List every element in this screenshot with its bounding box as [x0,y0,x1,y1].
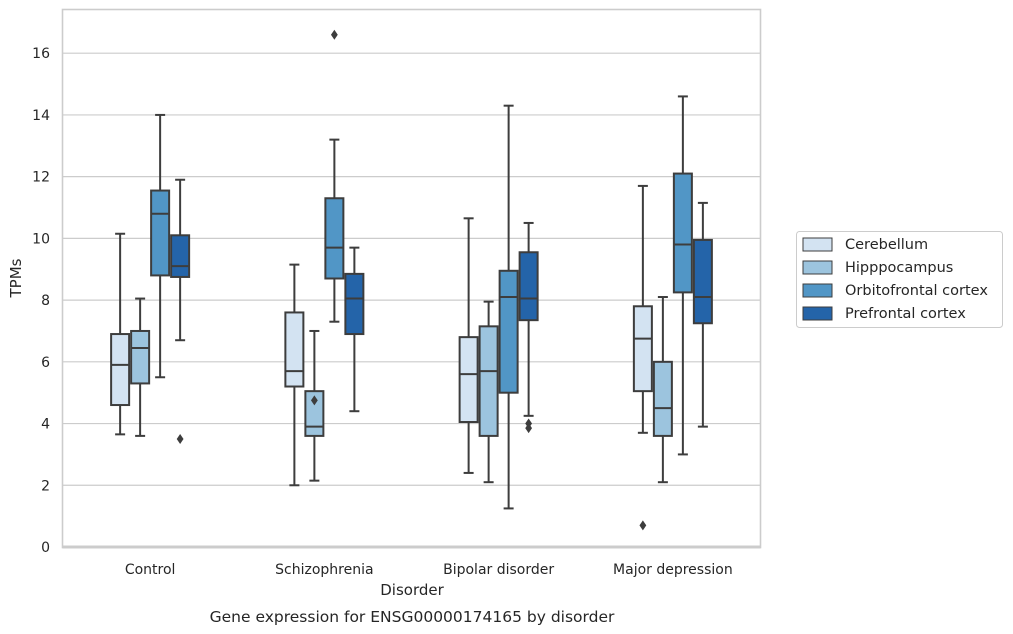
outlier-point [330,29,338,40]
y-tick-label: 12 [32,170,50,186]
box-group [344,246,365,413]
box [324,197,345,280]
x-tick-label: Bipolar disorder [443,562,554,578]
y-tick-label: 16 [32,46,50,62]
x-tick-label: Major depression [613,562,733,578]
box [498,269,519,394]
box [692,238,713,325]
y-tick-label: 10 [32,231,50,247]
y-tick-labels: 0 2 4 6 8 10 12 14 16 [32,46,50,556]
legend-label: Prefrontal cortex [845,306,966,322]
x-axis-title: Disorder [380,581,444,599]
y-tick-label: 4 [41,417,50,433]
box [344,272,365,336]
box [458,336,479,424]
box-group [150,113,171,379]
box [284,311,305,388]
box [304,390,325,437]
legend-label: Orbitofrontal cortex [845,283,988,299]
legend-swatch [802,283,833,298]
legend: Cerebellum Hipppocampus Orbitofrontal cort… [796,231,1003,328]
box-group [170,178,191,444]
outlier-point [176,433,184,444]
box-group [632,184,653,531]
box-group [110,232,131,436]
box-group [692,201,713,428]
legend-swatch [802,237,833,252]
box-group [652,296,673,484]
box-group [458,217,479,474]
box [150,189,171,277]
legend-frame [796,231,1003,328]
chart-caption: Gene expression for ENSG00000174165 by d… [210,608,615,626]
box-group [672,95,693,456]
outlier-point [525,423,533,434]
y-axis-title: TPMs [7,258,25,298]
legend-label: Cerebellum [845,237,928,253]
x-tick-label: Schizophrenia [275,562,373,578]
legend-label: Hipppocampus [845,260,953,276]
y-tick-label: 6 [41,355,50,371]
y-tick-label: 8 [41,293,50,309]
box-group [130,297,151,437]
x-tick-label: Control [125,562,176,578]
box-group [324,29,345,323]
x-tick-labels: Control Schizophrenia Bipolar disorder Majo… [125,562,733,578]
y-tick-label: 2 [41,478,50,494]
legend-swatch [802,306,833,321]
box [632,305,653,393]
box [110,333,131,407]
box-group [518,221,539,434]
box [518,251,539,322]
y-tick-label: 14 [32,108,50,124]
y-tick-label: 0 [41,540,50,556]
outlier-point [639,520,647,531]
box-group [498,104,519,510]
box-group [284,263,305,487]
outlier-point [310,395,318,406]
legend-swatch [802,260,833,275]
box [652,360,673,437]
box [672,172,693,294]
boxes-layer [110,29,713,531]
box [130,329,151,385]
box [170,234,191,278]
box [478,325,499,437]
box-group [478,300,499,484]
box-group [304,329,325,482]
